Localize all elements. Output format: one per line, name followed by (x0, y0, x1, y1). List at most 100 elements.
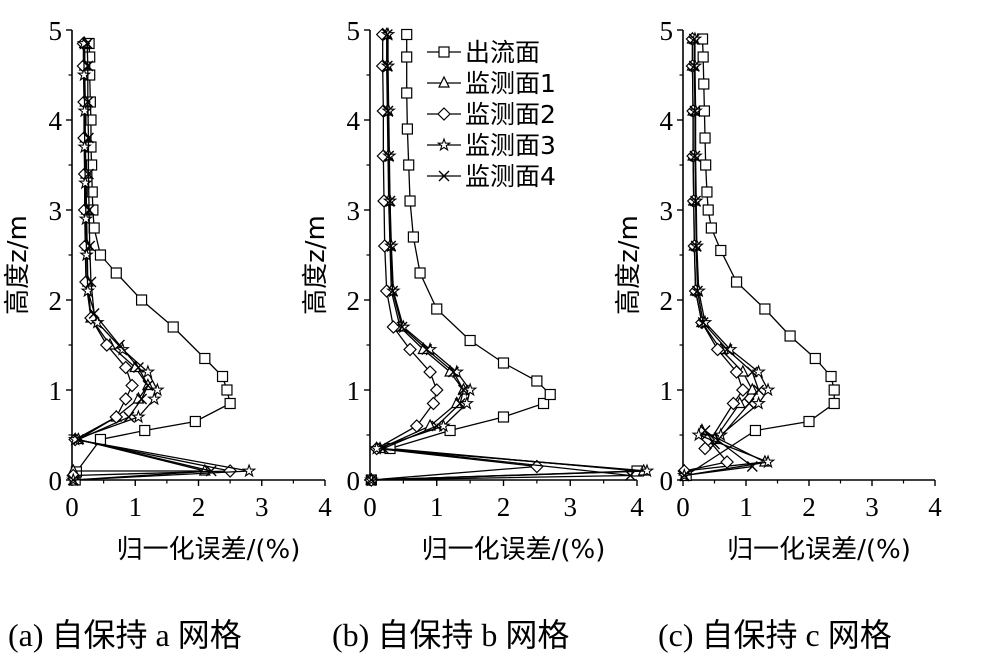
x-axis-label: 归一化误差/(%) (422, 535, 606, 565)
data-point-x (82, 60, 94, 72)
data-point-diamond (403, 342, 417, 357)
series-x (67, 38, 217, 486)
data-point-square (803, 415, 815, 428)
data-point-square (537, 397, 550, 410)
data-point-square (702, 204, 714, 216)
data-point-square (749, 424, 762, 437)
legend-entry: 出流面 (465, 38, 540, 67)
data-point-x (383, 150, 395, 162)
x-tick-label: 1 (739, 492, 753, 522)
data-point-diamond (118, 360, 133, 375)
data-point-square (216, 370, 229, 383)
y-tick-label: 1 (49, 376, 63, 406)
data-point-star (140, 364, 156, 379)
data-point-square (701, 186, 713, 198)
data-point-square (84, 51, 96, 63)
data-point-x (82, 132, 94, 144)
data-point-diamond (726, 396, 741, 411)
data-point-square (715, 244, 727, 257)
chart-panel-a: 0 1 2 3 4 0 1 2 3 4 5 归一化误差/(%) 高度z/m (3, 16, 332, 565)
data-point-x (689, 150, 701, 162)
legend-marker-triangle (438, 75, 450, 88)
legend-entry: 监测面4 (465, 162, 556, 191)
data-point-x (689, 105, 701, 117)
data-point-diamond (429, 383, 444, 397)
data-point-x (690, 240, 702, 252)
data-point-square (699, 132, 711, 144)
legend-entry: 监测面2 (465, 100, 556, 129)
data-point-x (688, 33, 700, 45)
series-line (73, 43, 212, 481)
data-point-x (431, 420, 443, 432)
data-point-square (698, 105, 711, 117)
data-point-diamond (118, 392, 133, 406)
data-point-x (721, 344, 733, 355)
data-point-square (86, 186, 98, 198)
data-point-x (709, 438, 720, 450)
data-point-diamond (409, 419, 424, 433)
y-tick-label: 4 (347, 106, 361, 136)
data-point-star (760, 454, 776, 469)
x-tick-label: 4 (630, 492, 644, 522)
x-tick-label: 0 (363, 492, 377, 522)
data-point-square (444, 424, 456, 437)
data-point-x (746, 366, 758, 378)
data-point-x (753, 384, 765, 396)
data-point-square (167, 321, 179, 333)
data-point-square (759, 303, 771, 315)
x-tick-label: 2 (497, 492, 511, 522)
data-point-square (698, 78, 710, 90)
data-point-x (447, 366, 459, 378)
data-point-square (544, 388, 556, 401)
x-tick-label: 1 (430, 492, 444, 522)
series-line (371, 34, 537, 481)
legend-marker-diamond (437, 107, 451, 121)
y-tick-label: 1 (660, 376, 674, 406)
data-point-square (784, 330, 796, 342)
data-point-x (82, 96, 94, 108)
data-point-square (403, 159, 415, 171)
y-axis-label: 高度z/m (301, 215, 331, 315)
series-line (371, 34, 631, 481)
data-point-square (94, 249, 107, 261)
data-point-diamond (710, 342, 725, 357)
data-point-x (132, 362, 144, 373)
data-point-star (760, 382, 776, 397)
series-line (73, 43, 205, 472)
data-point-square (401, 28, 413, 41)
data-point-square (431, 303, 443, 315)
x-tick-label: 3 (865, 492, 879, 522)
data-point-square (531, 375, 543, 387)
data-point-x (387, 285, 399, 297)
data-point-x (81, 38, 93, 49)
x-tick-label: 3 (255, 492, 269, 522)
series-line (685, 38, 835, 477)
caption-a: (a) 自保持 a 网格 (8, 617, 242, 653)
data-point-square (135, 294, 148, 306)
data-point-square (809, 352, 821, 365)
data-point-square (224, 397, 236, 410)
series-diamond (677, 32, 750, 478)
legend-marker-x (438, 170, 450, 182)
y-axis-label: 高度z/m (614, 215, 644, 315)
data-point-x (743, 398, 755, 409)
data-point-x (746, 461, 758, 472)
x-tick-label: 1 (129, 492, 143, 522)
data-point-star (77, 103, 92, 118)
data-point-x (113, 339, 125, 351)
data-point-square (199, 352, 211, 365)
data-point-x (396, 321, 408, 333)
data-point-star (751, 395, 766, 410)
y-tick-label: 3 (660, 196, 674, 226)
y-tick-label: 3 (49, 196, 63, 226)
data-point-x (85, 276, 97, 288)
caption-b: (b) 自保持 b 网格 (332, 617, 570, 653)
data-point-star (77, 175, 93, 190)
data-point-diamond (99, 338, 114, 352)
series-square (69, 37, 236, 486)
data-point-square (401, 51, 413, 63)
y-tick-label: 5 (49, 16, 63, 46)
series-line (371, 34, 644, 481)
